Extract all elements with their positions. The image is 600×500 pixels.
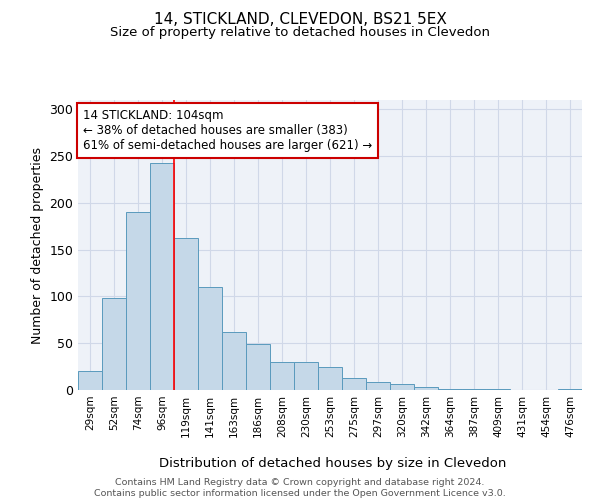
Bar [174,238,198,390]
Text: Distribution of detached houses by size in Clevedon: Distribution of detached houses by size … [160,458,506,470]
Bar [486,389,510,390]
Bar [270,362,294,390]
Text: 14, STICKLAND, CLEVEDON, BS21 5EX: 14, STICKLAND, CLEVEDON, BS21 5EX [154,12,446,28]
Bar [390,384,414,390]
Bar [366,382,390,390]
Bar [558,389,582,390]
Bar [342,378,366,390]
Text: 14 STICKLAND: 104sqm
← 38% of detached houses are smaller (383)
61% of semi-deta: 14 STICKLAND: 104sqm ← 38% of detached h… [83,108,372,152]
Bar [150,162,174,390]
Text: Size of property relative to detached houses in Clevedon: Size of property relative to detached ho… [110,26,490,39]
Bar [102,298,126,390]
Bar [246,344,270,390]
Bar [126,212,150,390]
Bar [438,389,462,390]
Bar [294,362,318,390]
Bar [462,389,486,390]
Y-axis label: Number of detached properties: Number of detached properties [31,146,44,344]
Text: Contains HM Land Registry data © Crown copyright and database right 2024.
Contai: Contains HM Land Registry data © Crown c… [94,478,506,498]
Bar [414,387,438,390]
Bar [198,287,222,390]
Bar [222,332,246,390]
Bar [318,366,342,390]
Bar [78,372,102,390]
